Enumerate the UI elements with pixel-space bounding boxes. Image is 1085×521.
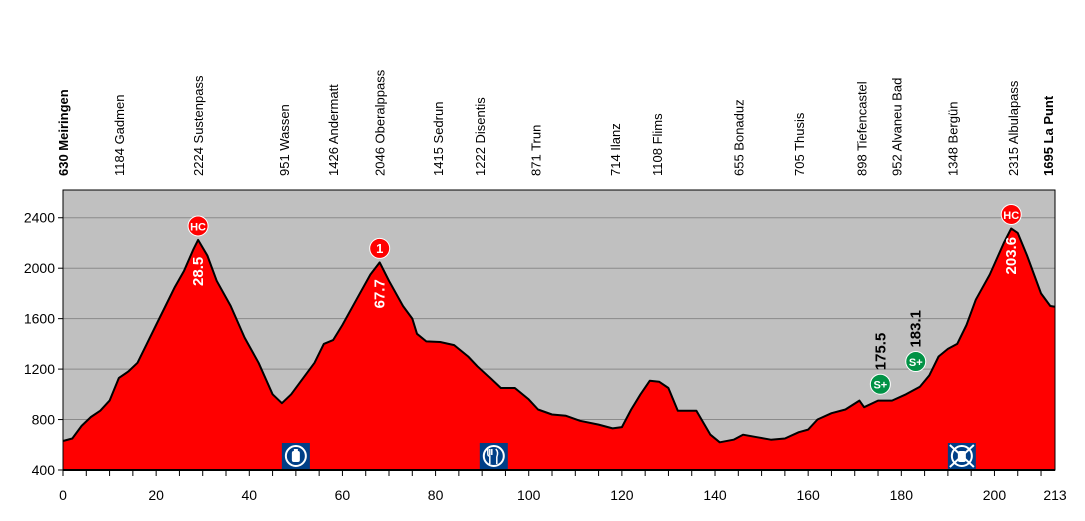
sprint-km-label: 175.5: [872, 333, 889, 371]
place-label: 952 Alvaneu Bad: [890, 78, 905, 176]
icon-ring: [950, 445, 973, 467]
x-tick-label: 213: [1043, 487, 1067, 503]
kom-km-label: 28.5: [190, 257, 207, 286]
y-tick-label: 2400: [24, 210, 55, 226]
place-label: 1426 Andermatt: [326, 84, 341, 176]
place-label: 1222 Disentis: [473, 97, 488, 176]
service-icons: [281, 443, 976, 469]
icon-ring: [482, 445, 505, 467]
sprint-badge-icon: [905, 351, 927, 373]
y-tick-label: 2000: [24, 260, 55, 276]
place-label: 1184 Gadmen: [112, 95, 127, 176]
place-label: 898 Tiefencastel: [855, 81, 870, 176]
place-label: 2315 Albulapass: [1006, 80, 1021, 176]
kom-badge-text: HC: [190, 221, 206, 233]
y-tick-label: 400: [32, 462, 56, 478]
x-tick-label: 40: [242, 487, 258, 503]
x-tick-label: 80: [428, 487, 444, 503]
place-label: 871 Trun: [529, 125, 544, 176]
y-tick-label: 800: [32, 412, 56, 428]
bottle-feed-icon: [281, 443, 310, 469]
kom-badge-text: 1: [376, 241, 383, 256]
kom-badge-icon: [369, 237, 391, 259]
x-tick-label: 20: [148, 487, 164, 503]
sprint-badge-text: S+: [909, 357, 923, 369]
bottle-shape: [291, 451, 300, 462]
kom-km-label: 67.7: [372, 279, 389, 308]
elevation-area: [63, 228, 1055, 470]
place-label: 714 Ilanz: [608, 123, 623, 176]
sprint-badge-icon: [869, 373, 891, 395]
fork-knife-shape: [487, 448, 499, 464]
x-tick-label: 200: [983, 487, 1007, 503]
no-feed-zone-icon: [947, 443, 976, 469]
place-label: 2046 Oberalppass: [373, 69, 388, 176]
cross-shape: [949, 444, 975, 468]
place-label: 2224 Sustenpass: [191, 75, 206, 176]
place-labels: 630 Meiringen 1184 Gadmen 2224 Sustenpass 9…: [56, 69, 1056, 176]
x-tick-label: 0: [59, 487, 67, 503]
axes: 0 20 40 60 80 100 120 140 160 180 200 2134008001200…: [24, 189, 1067, 503]
x-tick-label: 100: [517, 487, 541, 503]
place-label: 951 Wassen: [277, 104, 292, 176]
place-label: 1695 La Punt: [1041, 95, 1056, 176]
place-label: 630 Meiringen: [56, 89, 71, 176]
place-label: 705 Thusis: [792, 112, 807, 176]
place-label: 1415 Sedrun: [431, 102, 446, 176]
x-tick-label: 140: [703, 487, 727, 503]
elevation-line: [62, 227, 1056, 444]
place-label: 1348 Bergün: [946, 102, 961, 176]
kom-badge-icon: [1000, 203, 1022, 225]
kom-km-label: 203.6: [1003, 237, 1020, 275]
icon-ring: [284, 445, 307, 467]
kom-badge-icon: [187, 215, 209, 237]
y-tick-label: 1200: [24, 361, 55, 377]
restaurant-icon: [479, 443, 508, 469]
sprint-badge-text: S+: [873, 380, 887, 392]
x-tick-label: 160: [796, 487, 820, 503]
climb-markers: HC 28.5 1 67.7 HC 203.6 S+ 175.5 S+ 183.1: [187, 203, 1022, 395]
place-label: 655 Bonaduz: [731, 99, 746, 176]
x-tick-label: 60: [335, 487, 351, 503]
y-tick-label: 1600: [24, 311, 55, 327]
kom-badge-text: HC: [1003, 210, 1019, 222]
x-tick-label: 180: [890, 487, 914, 503]
bottle-cap: [293, 449, 298, 452]
sprint-km-label: 183.1: [908, 310, 925, 348]
x-tick-label: 120: [610, 487, 634, 503]
place-label: 1108 Flims: [650, 113, 665, 176]
